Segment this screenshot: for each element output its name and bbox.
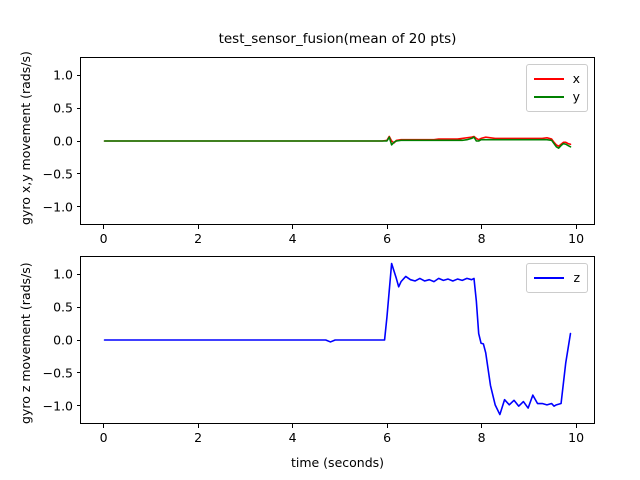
x-tickmark [481, 225, 483, 229]
legend-label-y: y [572, 88, 580, 104]
x-tickmark [575, 424, 577, 428]
x-tick-label: 0 [99, 430, 108, 445]
y-tick-label: −0.5 [42, 365, 73, 381]
y-tick-label: 0.5 [53, 299, 73, 315]
legend-entry-z[interactable]: z [534, 269, 580, 287]
legend-entry-x[interactable]: x [533, 70, 580, 88]
y-tick-label: 1.0 [53, 266, 73, 282]
y-tick-label: −1.0 [42, 199, 73, 215]
legend-label-z: z [573, 269, 580, 285]
x-tickmark [481, 424, 483, 428]
y-tick-label: −0.5 [42, 166, 73, 182]
y-axis-label-top: gyro x,y movement (rads/s) [18, 51, 33, 225]
y-tickmark [76, 140, 80, 142]
legend-gyro-z: z [526, 263, 588, 293]
y-tickmark [76, 339, 80, 341]
x-tickmark [386, 424, 388, 428]
x-tickmark [197, 225, 199, 229]
y-tick-label: 1.0 [53, 67, 73, 83]
x-tick-label: 10 [568, 231, 585, 246]
y-tickmark [76, 206, 80, 208]
axes-gyro-z: z [80, 256, 595, 424]
legend-entry-y[interactable]: y [533, 88, 580, 106]
x-tickmark [386, 225, 388, 229]
x-tickmark [103, 424, 105, 428]
x-tickmark [197, 424, 199, 428]
y-tickmark [76, 173, 80, 175]
plot-area-gyro-z [103, 262, 572, 416]
x-tick-label: 2 [194, 231, 203, 246]
x-tickmark [292, 424, 294, 428]
y-tick-label: 0.0 [53, 133, 73, 149]
legend-swatch-z [534, 277, 565, 279]
x-tick-label: 6 [383, 231, 392, 246]
x-tickmark [575, 225, 577, 229]
plot-area-gyro-xy [103, 135, 572, 149]
x-tick-label: 4 [288, 231, 297, 246]
x-axis-label: time (seconds) [290, 455, 385, 470]
x-tick-label: 10 [568, 430, 585, 445]
x-tick-label: 8 [477, 231, 486, 246]
y-tickmark [76, 273, 80, 275]
y-axis-label-bottom: gyro z movement (rads/s) [18, 262, 33, 424]
x-tick-label: 8 [477, 430, 486, 445]
y-tick-label: 0.5 [53, 100, 73, 116]
y-tickmark [76, 372, 80, 374]
legend-swatch-x [533, 78, 564, 80]
series-line-y [103, 136, 572, 149]
x-tick-label: 4 [288, 430, 297, 445]
x-tickmark [103, 225, 105, 229]
figure-title: test_sensor_fusion(mean of 20 pts) [218, 31, 457, 47]
y-tickmark [76, 107, 80, 109]
legend-label-x: x [572, 70, 580, 86]
x-tickmark [292, 225, 294, 229]
x-tick-label: 0 [99, 231, 108, 246]
x-tick-label: 2 [194, 430, 203, 445]
y-tick-label: 0.0 [53, 332, 73, 348]
y-tickmark [76, 306, 80, 308]
series-line-z [103, 262, 572, 416]
x-tick-label: 6 [383, 430, 392, 445]
legend-swatch-y [533, 96, 564, 98]
y-tickmark [76, 405, 80, 407]
y-tick-label: −1.0 [42, 398, 73, 414]
y-tickmark [76, 74, 80, 76]
